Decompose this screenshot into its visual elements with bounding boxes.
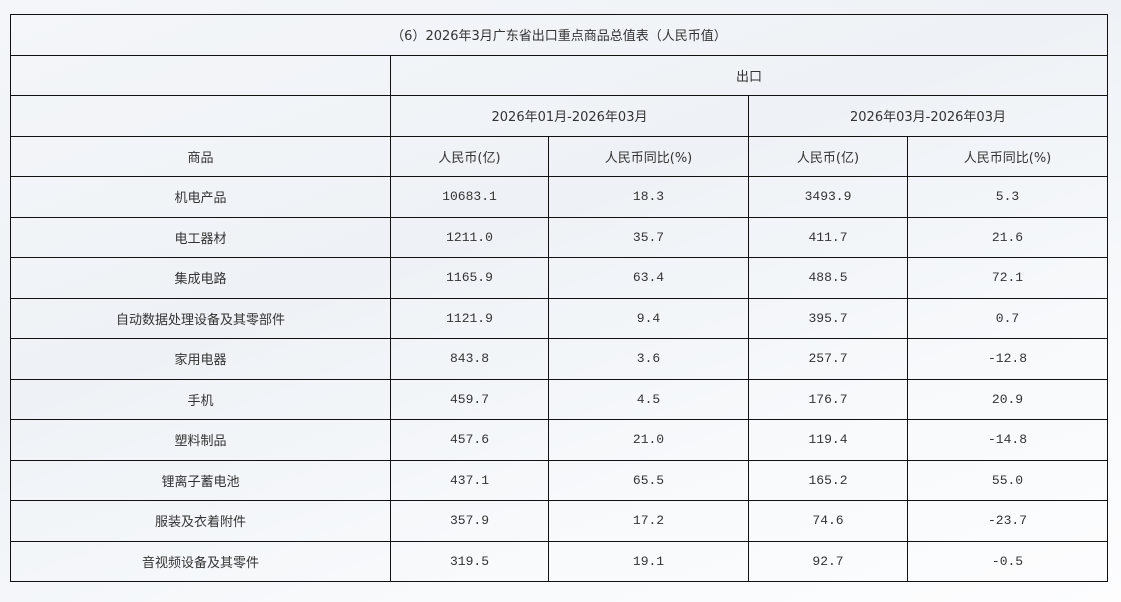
value-cell: 459.7 bbox=[390, 378, 549, 420]
value-cell: 18.3 bbox=[548, 176, 749, 218]
product-name-cell: 锂离子蓄电池 bbox=[10, 459, 391, 501]
value-cell: 35.7 bbox=[548, 216, 749, 258]
export-table: （6）2026年3月广东省出口重点商品总值表（人民币值） 出口 2026年01月… bbox=[10, 14, 1108, 582]
value-cell: -0.5 bbox=[907, 540, 1108, 582]
value-cell: 395.7 bbox=[748, 297, 908, 339]
value-cell: 488.5 bbox=[748, 257, 908, 299]
value-cell: 165.2 bbox=[748, 459, 908, 501]
table-title: （6）2026年3月广东省出口重点商品总值表（人民币值） bbox=[10, 14, 1108, 56]
value-cell: 74.6 bbox=[748, 500, 908, 542]
product-name-cell: 家用电器 bbox=[10, 338, 391, 380]
table-row: 集成电路 1165.9 63.4 488.5 72.1 bbox=[10, 257, 1108, 299]
product-name-cell: 集成电路 bbox=[10, 257, 391, 299]
value-cell: 176.7 bbox=[748, 378, 908, 420]
column-header: 人民币同比(%) bbox=[907, 135, 1108, 177]
value-cell: 72.1 bbox=[907, 257, 1108, 299]
value-cell: 9.4 bbox=[548, 297, 749, 339]
product-name-cell: 自动数据处理设备及其零部件 bbox=[10, 297, 391, 339]
value-cell: 1211.0 bbox=[390, 216, 549, 258]
table-row: 塑料制品 457.6 21.0 119.4 -14.8 bbox=[10, 419, 1108, 461]
column-header: 人民币同比(%) bbox=[548, 135, 749, 177]
table-row: 音视频设备及其零件 319.5 19.1 92.7 -0.5 bbox=[10, 540, 1108, 582]
value-cell: 17.2 bbox=[548, 500, 749, 542]
value-cell: 257.7 bbox=[748, 338, 908, 380]
period-header: 2026年01月-2026年03月 bbox=[390, 95, 749, 137]
value-cell: -14.8 bbox=[907, 419, 1108, 461]
value-cell: 457.6 bbox=[390, 419, 549, 461]
value-cell: 10683.1 bbox=[390, 176, 549, 218]
product-name-cell: 塑料制品 bbox=[10, 419, 391, 461]
value-cell: 3.6 bbox=[548, 338, 749, 380]
value-cell: 19.1 bbox=[548, 540, 749, 582]
value-cell: 3493.9 bbox=[748, 176, 908, 218]
value-cell: 843.8 bbox=[390, 338, 549, 380]
value-cell: 0.7 bbox=[907, 297, 1108, 339]
empty-cell bbox=[10, 54, 391, 96]
value-cell: 63.4 bbox=[548, 257, 749, 299]
value-cell: 21.6 bbox=[907, 216, 1108, 258]
column-header-row: 商品 人民币(亿) 人民币同比(%) 人民币(亿) 人民币同比(%) bbox=[10, 135, 1108, 177]
value-cell: 1121.9 bbox=[390, 297, 549, 339]
value-cell: 92.7 bbox=[748, 540, 908, 582]
value-cell: 4.5 bbox=[548, 378, 749, 420]
value-cell: 1165.9 bbox=[390, 257, 549, 299]
group-header: 出口 bbox=[390, 54, 1108, 96]
group-header-row: 出口 bbox=[10, 54, 1108, 96]
title-row: （6）2026年3月广东省出口重点商品总值表（人民币值） bbox=[10, 14, 1108, 56]
product-name-cell: 机电产品 bbox=[10, 176, 391, 218]
column-header: 人民币(亿) bbox=[748, 135, 908, 177]
value-cell: 5.3 bbox=[907, 176, 1108, 218]
period-header: 2026年03月-2026年03月 bbox=[748, 95, 1108, 137]
product-name-cell: 电工器材 bbox=[10, 216, 391, 258]
empty-cell bbox=[10, 95, 391, 137]
column-header: 商品 bbox=[10, 135, 391, 177]
value-cell: 21.0 bbox=[548, 419, 749, 461]
table-row: 机电产品 10683.1 18.3 3493.9 5.3 bbox=[10, 176, 1108, 218]
value-cell: 319.5 bbox=[390, 540, 549, 582]
table-row: 服装及衣着附件 357.9 17.2 74.6 -23.7 bbox=[10, 500, 1108, 542]
value-cell: 119.4 bbox=[748, 419, 908, 461]
column-header: 人民币(亿) bbox=[390, 135, 549, 177]
product-name-cell: 服装及衣着附件 bbox=[10, 500, 391, 542]
period-row: 2026年01月-2026年03月 2026年03月-2026年03月 bbox=[10, 95, 1108, 137]
value-cell: 20.9 bbox=[907, 378, 1108, 420]
table-row: 手机 459.7 4.5 176.7 20.9 bbox=[10, 378, 1108, 420]
table-row: 家用电器 843.8 3.6 257.7 -12.8 bbox=[10, 338, 1108, 380]
value-cell: -12.8 bbox=[907, 338, 1108, 380]
table-row: 自动数据处理设备及其零部件 1121.9 9.4 395.7 0.7 bbox=[10, 297, 1108, 339]
value-cell: 437.1 bbox=[390, 459, 549, 501]
value-cell: 357.9 bbox=[390, 500, 549, 542]
table-row: 锂离子蓄电池 437.1 65.5 165.2 55.0 bbox=[10, 459, 1108, 501]
value-cell: 411.7 bbox=[748, 216, 908, 258]
value-cell: 65.5 bbox=[548, 459, 749, 501]
product-name-cell: 手机 bbox=[10, 378, 391, 420]
product-name-cell: 音视频设备及其零件 bbox=[10, 540, 391, 582]
table-row: 电工器材 1211.0 35.7 411.7 21.6 bbox=[10, 216, 1108, 258]
value-cell: 55.0 bbox=[907, 459, 1108, 501]
value-cell: -23.7 bbox=[907, 500, 1108, 542]
